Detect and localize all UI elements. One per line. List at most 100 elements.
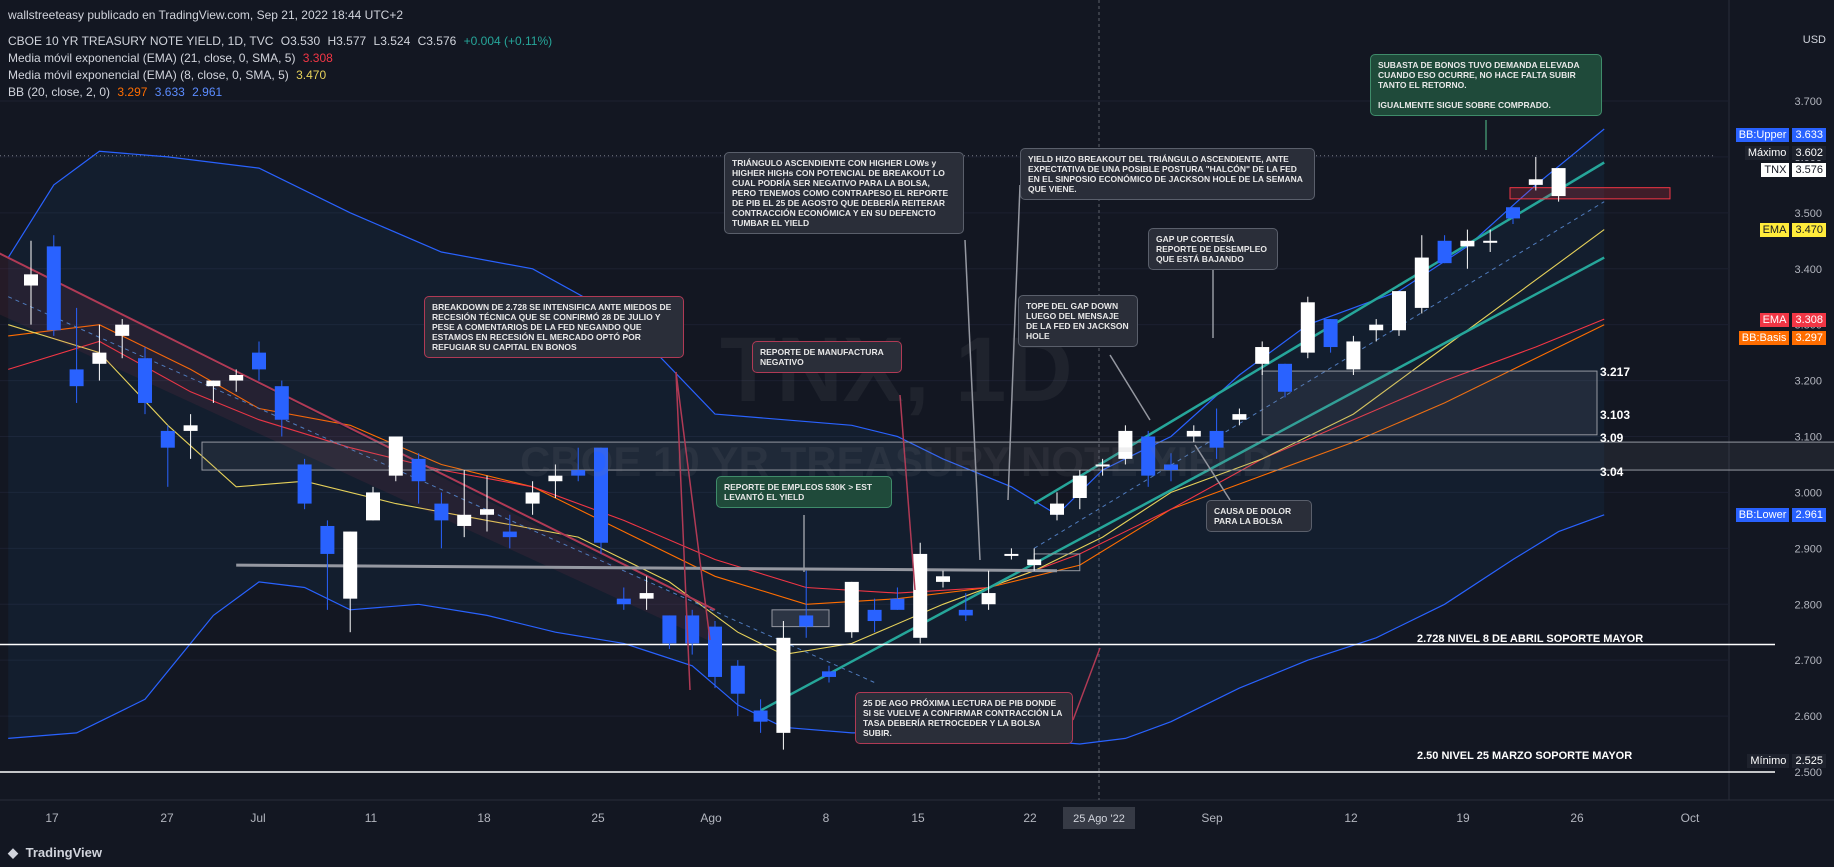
pointer-dolor xyxy=(1194,444,1231,501)
x-tick-label: Sep xyxy=(1201,811,1223,825)
candle-body xyxy=(1186,430,1201,437)
x-tick-label: Jul xyxy=(250,811,265,825)
pointer-breakdown-b xyxy=(675,371,691,691)
bb-label: BB (20, close, 2, 0) xyxy=(8,85,111,99)
ema21-value: 3.308 xyxy=(302,51,333,65)
x-tick-label: 27 xyxy=(160,811,174,825)
candle-body xyxy=(1369,324,1384,331)
candle-body xyxy=(115,324,130,336)
candle-body xyxy=(1437,240,1452,264)
ema8-legend[interactable]: Media móvil exponencial (EMA) (8, close,… xyxy=(8,68,330,82)
red-target-box xyxy=(1509,187,1671,200)
candle-body xyxy=(844,581,859,633)
x-tick-label: Ago xyxy=(700,811,722,825)
ema21-legend[interactable]: Media móvil exponencial (EMA) (21, close… xyxy=(8,51,337,65)
y-tick-label: 3.700 xyxy=(1794,96,1822,108)
y-tick-label: 2.500 xyxy=(1794,767,1822,779)
pointer-triangulo-b xyxy=(1007,184,1021,501)
annotation-triangulo[interactable]: TRIÁNGULO ASCENDIENTE CON HIGHER LOWs y … xyxy=(724,152,964,234)
level-309: 3.09 xyxy=(1600,431,1624,445)
annotation-tope[interactable]: TOPE DEL GAP DOWN LUEGO DEL MENSAJE DE L… xyxy=(1018,295,1138,347)
annotation-breakout[interactable]: YIELD HIZO BREAKOUT DEL TRIÁNGULO ASCEND… xyxy=(1020,148,1315,200)
red-channel-top xyxy=(0,252,716,611)
ema21-price-label: EMA 3.308 xyxy=(1756,313,1830,327)
candle-body xyxy=(138,358,152,403)
red-channel-fill xyxy=(0,253,715,644)
candle-body xyxy=(274,386,289,420)
candle-body xyxy=(1209,430,1224,448)
y-tick-label: 3.100 xyxy=(1794,432,1822,444)
annotation-manufactura[interactable]: REPORTE DE MANUFACTURA NEGATIVO xyxy=(752,341,902,373)
bb-basis-price: 3.297 xyxy=(1792,331,1826,345)
ohlc-low: L3.524 xyxy=(373,34,411,48)
candle-body xyxy=(320,525,335,554)
candle-body xyxy=(548,475,563,482)
candle-body xyxy=(936,576,950,582)
maximo-price-label: Máximo 3.602 xyxy=(1741,146,1830,160)
zone-3103-3217 xyxy=(1261,370,1598,436)
candle-body xyxy=(388,436,403,476)
annotation-breakdown[interactable]: BREAKDOWN DE 2.728 SE INTENSIFICA ANTE M… xyxy=(424,296,684,358)
candle-body xyxy=(708,626,722,677)
ema8-price: 3.470 xyxy=(1792,223,1826,237)
level-3217: 3.217 xyxy=(1600,365,1631,379)
maximo-tag: Máximo xyxy=(1744,146,1790,160)
annotation-gapup[interactable]: GAP UP CORTESÍA REPORTE DE DESEMPLEO QUE… xyxy=(1148,228,1278,270)
tradingview-logo[interactable]: ◆ TradingView xyxy=(8,845,102,861)
candle-body xyxy=(1392,291,1406,331)
candle-body xyxy=(252,352,266,370)
ema8-value: 3.470 xyxy=(296,68,327,82)
bb-legend[interactable]: BB (20, close, 2, 0) 3.297 3.633 2.961 xyxy=(8,85,226,99)
candle-body xyxy=(1072,475,1087,499)
candle-body xyxy=(92,352,107,364)
bb-basis-tag: BB:Basis xyxy=(1738,331,1790,345)
annotation-dolor[interactable]: CAUSA DE DOLOR PARA LA BOLSA xyxy=(1206,500,1312,532)
bb-basis-price-label: BB:Basis 3.297 xyxy=(1735,331,1830,345)
crosshair-date-label: 25 Ago '22 xyxy=(1073,813,1125,825)
ema8-line xyxy=(8,229,1605,656)
x-tick-label: Oct xyxy=(1681,811,1700,825)
candle-body xyxy=(1118,430,1133,459)
publisher-line: wallstreeteasy publicado en TradingView.… xyxy=(8,8,404,22)
ema21-label: Media móvil exponencial (EMA) (21, close… xyxy=(8,51,296,65)
candle-body xyxy=(1551,168,1566,197)
x-tick-label: 11 xyxy=(365,811,378,825)
bb-lower-price-label: BB:Lower 2.961 xyxy=(1732,508,1830,522)
candle-body xyxy=(1141,436,1156,476)
x-tick-label: 22 xyxy=(1023,811,1037,825)
ohlc-change: +0.004 (+0.11%) xyxy=(463,34,553,48)
annotation-subasta[interactable]: SUBASTA DE BONOS TUVO DEMANDA ELEVADA CU… xyxy=(1370,54,1602,116)
tradingview-brand: TradingView xyxy=(25,845,102,860)
candle-body xyxy=(69,369,84,387)
currency-label: USD xyxy=(1802,34,1826,46)
annotation-empleos[interactable]: REPORTE DE EMPLEOS 530K > EST LEVANTÓ EL… xyxy=(716,476,892,508)
candle-body xyxy=(24,274,38,286)
maximo-price: 3.602 xyxy=(1792,146,1826,160)
support-2728-label: 2.728 NIVEL 8 DE ABRIL SOPORTE MAYOR xyxy=(1417,633,1644,645)
candle-body xyxy=(1164,464,1178,471)
ema21-tag: EMA xyxy=(1759,313,1790,327)
support-250-label: 2.50 NIVEL 25 MARZO SOPORTE MAYOR xyxy=(1417,750,1633,762)
candle-body xyxy=(1004,553,1019,556)
annotation-pib[interactable]: 25 DE AGO PRÓXIMA LECTURA DE PIB DONDE S… xyxy=(855,692,1073,744)
candle-body xyxy=(1414,257,1429,308)
minimo-tag: Mínimo xyxy=(1747,754,1790,768)
bb-upper-value: 3.633 xyxy=(154,85,185,99)
blue-dashed-up xyxy=(1033,201,1605,549)
candle-body xyxy=(206,380,221,387)
ema8-label: Media móvil exponencial (EMA) (8, close,… xyxy=(8,68,289,82)
ohlc-high: H3.577 xyxy=(327,34,367,48)
symbol-line[interactable]: CBOE 10 YR TREASURY NOTE YIELD, 1D, TVC … xyxy=(8,34,556,48)
y-tick-label: 3.400 xyxy=(1794,264,1822,276)
candle-body xyxy=(1323,319,1338,348)
bb-basis-value: 3.297 xyxy=(117,85,148,99)
candle-body xyxy=(822,671,836,677)
candle-body xyxy=(1460,240,1475,247)
ohlc-close: C3.576 xyxy=(417,34,457,48)
ohlc-open: O3.530 xyxy=(280,34,321,48)
watermark-name: CBOE 10 YR TREASURY NOTE YIELD xyxy=(520,438,1273,485)
candle-body xyxy=(229,374,244,381)
candle-body xyxy=(616,598,631,605)
minimo-price: 2.525 xyxy=(1792,754,1826,768)
